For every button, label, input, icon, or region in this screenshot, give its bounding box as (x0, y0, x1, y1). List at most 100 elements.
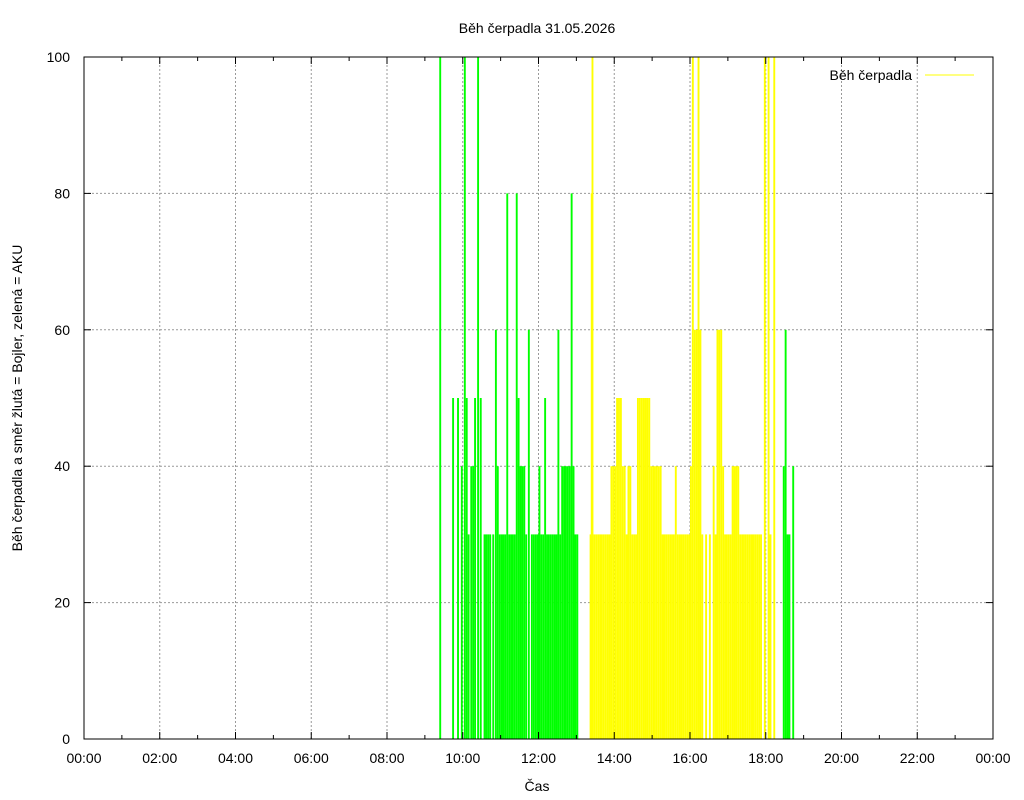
bar-yellow (684, 534, 687, 739)
bar-green (457, 398, 459, 739)
bar-yellow (708, 534, 711, 739)
bar-yellow (718, 329, 721, 739)
bar-yellow (682, 534, 685, 739)
x-tick-label: 16:00 (672, 750, 707, 766)
bar-yellow (650, 466, 653, 739)
bar-yellow (688, 534, 690, 739)
y-tick-label: 0 (62, 731, 70, 747)
bar-yellow (619, 398, 622, 739)
bar-yellow (701, 534, 704, 739)
x-tick-label: 22:00 (900, 750, 935, 766)
bar-yellow (724, 534, 726, 739)
bar-yellow (725, 534, 728, 739)
bar-green (506, 193, 509, 739)
bar-green (540, 534, 543, 739)
bar-green (479, 398, 482, 739)
bar-yellow (727, 534, 730, 739)
bar-yellow (680, 534, 683, 739)
bar-green (568, 466, 571, 739)
bar-yellow (697, 57, 700, 739)
bar-yellow (654, 466, 656, 739)
bar-green (521, 466, 524, 739)
bar-yellow (618, 398, 620, 739)
bar-green (542, 534, 545, 739)
bar-yellow (750, 534, 753, 739)
bar-yellow (720, 329, 723, 739)
bar-yellow (693, 329, 696, 739)
bar-yellow (735, 466, 738, 739)
bar-green (788, 534, 791, 739)
bar-yellow (599, 534, 601, 739)
bar-yellow (758, 534, 761, 739)
bar-yellow (739, 534, 742, 739)
bar-yellow (748, 534, 751, 739)
bar-green (544, 398, 547, 739)
bar-yellow (743, 534, 745, 739)
bar-green (487, 534, 490, 739)
x-tick-label: 14:00 (597, 750, 632, 766)
bar-yellow (638, 398, 641, 739)
bar-yellow (712, 466, 715, 739)
bar-green (477, 57, 480, 739)
bar-yellow (754, 534, 757, 739)
bar-green (483, 534, 486, 739)
bar-green (566, 466, 569, 739)
bar-green (574, 534, 577, 739)
bar-green (474, 398, 477, 739)
bar-yellow (767, 57, 770, 739)
y-tick-label: 40 (54, 458, 70, 474)
bar-green (525, 534, 528, 739)
x-tick-label: 06:00 (294, 750, 329, 766)
bar-green (555, 534, 558, 739)
bar-green (439, 57, 442, 739)
bar-green (519, 466, 522, 739)
bar-green (496, 466, 499, 739)
bar-green (527, 329, 530, 739)
y-tick-label: 20 (54, 595, 70, 611)
bar-yellow (614, 466, 617, 739)
bar-green (784, 329, 787, 739)
bar-green (508, 534, 511, 739)
bar-green (546, 534, 548, 739)
bar-yellow (665, 534, 668, 739)
grid (84, 57, 993, 739)
bar-yellow (642, 398, 645, 739)
bar-yellow (633, 534, 636, 739)
x-tick-label: 20:00 (824, 750, 859, 766)
bar-green (517, 398, 520, 739)
bar-green (572, 466, 575, 739)
bar-green (792, 466, 795, 739)
bar-yellow (625, 534, 628, 739)
bar-yellow (671, 534, 673, 739)
bar-yellow (616, 398, 619, 739)
bar-green (530, 534, 533, 739)
bar-yellow (595, 534, 598, 739)
bar-green (570, 193, 573, 739)
bar-green (465, 398, 468, 739)
legend-label: Běh čerpadla (829, 67, 912, 83)
bar-yellow (676, 534, 679, 739)
bar-yellow (657, 466, 660, 739)
bar-green (538, 466, 541, 739)
bar-green (782, 466, 785, 739)
bar-green (563, 466, 566, 739)
x-tick-label: 10:00 (445, 750, 480, 766)
bar-green (504, 534, 507, 739)
y-axis-label: Běh čerpadla a směr žlutá = Bojler, zele… (9, 245, 25, 552)
bar-yellow (674, 466, 677, 739)
bar-yellow (589, 534, 592, 739)
bar-green (485, 534, 488, 739)
bar-green (460, 466, 463, 739)
bar-yellow (741, 534, 744, 739)
bar-green (565, 466, 567, 739)
bar-green (470, 466, 473, 739)
bar-green (472, 466, 475, 739)
bar-yellow (655, 466, 658, 739)
bar-yellow (612, 466, 615, 739)
bar-green (467, 534, 470, 739)
bar-green (513, 534, 516, 739)
bar-green (523, 466, 526, 739)
bar-green (561, 466, 564, 739)
x-tick-label: 18:00 (748, 750, 783, 766)
bar-yellow (667, 534, 670, 739)
